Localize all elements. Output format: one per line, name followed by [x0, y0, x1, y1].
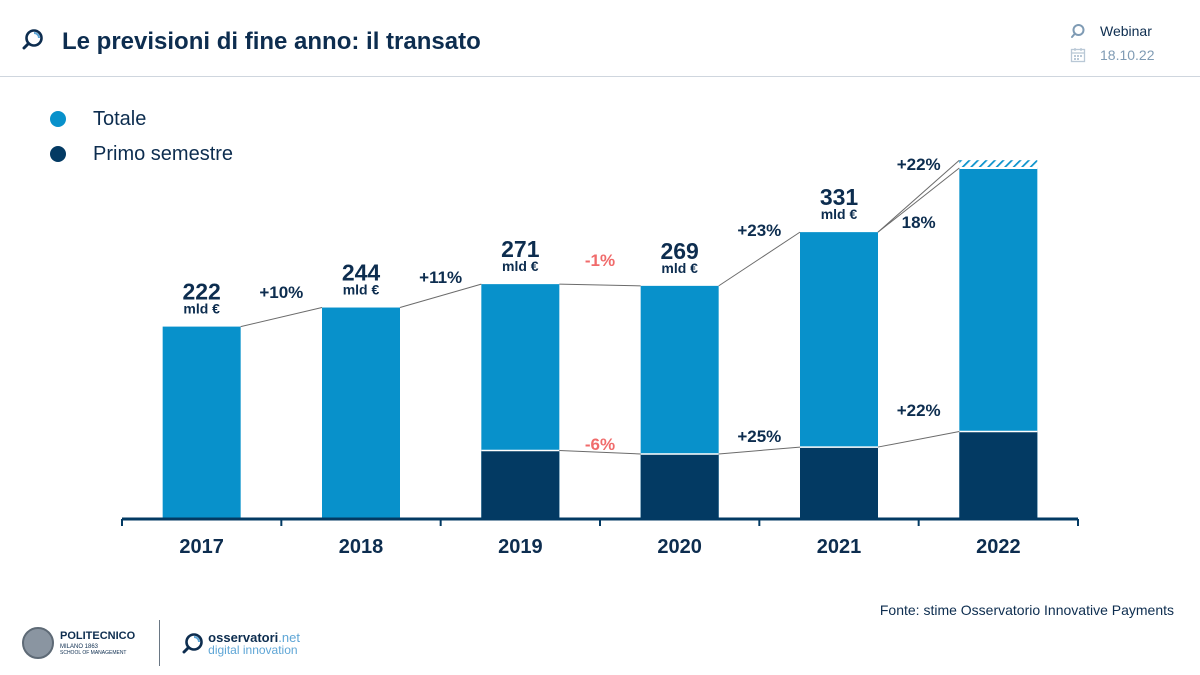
- footer-logos: POLITECNICO MILANO 1863 SCHOOL OF MANAGE…: [22, 618, 300, 668]
- growth-totale-2020: -1%: [585, 251, 615, 270]
- unit-label-2021: mld €: [821, 206, 858, 222]
- calendar-icon: [1070, 48, 1086, 63]
- growth-totale-2021: +23%: [737, 221, 781, 240]
- politecnico-name: POLITECNICO: [60, 629, 136, 642]
- growth-forecast-2022: +22%: [897, 155, 941, 174]
- x-tick-label-2021: 2021: [817, 536, 862, 558]
- growth-primo-semestre-2020: -6%: [585, 435, 615, 454]
- value-label-2020: 269: [660, 238, 698, 264]
- value-label-2019: 271: [501, 236, 540, 262]
- header: Le previsioni di fine anno: il transato …: [0, 0, 1200, 77]
- x-tick-label-2022: 2022: [976, 536, 1021, 558]
- connector-forecast: [877, 159, 960, 233]
- osservatori-logo-icon: [182, 633, 203, 654]
- x-tick-label-2020: 2020: [657, 536, 702, 558]
- unit-label-2020: mld €: [661, 260, 698, 276]
- bar-totale-2018: [322, 307, 400, 519]
- unit-label-2018: mld €: [343, 282, 380, 298]
- bar-totale-2017: [162, 326, 241, 519]
- value-label-2018: 244: [342, 260, 381, 286]
- legend-swatch-totale: [50, 111, 66, 127]
- osservatori-name: osservatori: [208, 629, 279, 645]
- x-tick-label-2019: 2019: [498, 536, 543, 558]
- connector-totale-2019: [559, 283, 641, 287]
- bar-primo-semestre-2019: [481, 450, 560, 519]
- legend-label-primo-semestre: Primo semestre: [93, 142, 234, 165]
- connector-totale-2020: [718, 231, 801, 287]
- page-title: Le previsioni di fine anno: il transato: [62, 28, 481, 55]
- webinar-date: 18.10.22: [1100, 47, 1155, 63]
- growth-primo-semestre-2022: +22%: [897, 401, 941, 420]
- connector-primo-semestre-2019: [559, 450, 641, 455]
- legend-item-totale: Totale: [50, 106, 233, 132]
- connector-primo-semestre-2020: [718, 446, 801, 455]
- webinar-icon: [1071, 24, 1085, 38]
- legend-swatch-primo-semestre: [50, 146, 66, 162]
- osservatori-subtitle: digital innovation: [208, 642, 298, 657]
- politecnico-seal-icon: [22, 627, 54, 659]
- unit-label-2017: mld €: [183, 301, 220, 317]
- growth-totale-2019: +11%: [419, 268, 462, 287]
- bar-primo-semestre-2022: [959, 431, 1038, 519]
- magnifier-logo-icon: [22, 29, 43, 50]
- unit-label-2019: mld €: [502, 258, 539, 274]
- bar-forecast-hatch-2022: [959, 160, 1038, 168]
- growth-primo-semestre-2021: +25%: [737, 427, 781, 446]
- legend-label-totale: Totale: [93, 107, 147, 130]
- growth-totale-2018: +10%: [259, 283, 303, 302]
- x-tick-label-2018: 2018: [339, 536, 384, 558]
- source-note: Fonte: stime Osservatorio Innovative Pay…: [879, 602, 1174, 618]
- bar-primo-semestre-2020: [640, 454, 719, 519]
- connector-totale-2018: [399, 283, 482, 309]
- politecnico-school: SCHOOL OF MANAGEMENT: [60, 649, 127, 656]
- value-label-2017: 222: [182, 279, 220, 305]
- logo-divider: [159, 620, 161, 666]
- legend-item-primo-semestre: Primo semestre: [50, 141, 233, 167]
- connector-primo-semestre-2021: [877, 430, 960, 448]
- value-label-2021: 331: [820, 184, 859, 210]
- connector-totale-2021: [877, 167, 960, 233]
- osservatori-tld: .net: [278, 629, 300, 645]
- connector-totale-2017: [240, 307, 323, 328]
- x-tick-label-2017: 2017: [179, 536, 224, 558]
- webinar-meta: Webinar 18.10.22: [1070, 20, 1155, 66]
- webinar-label: Webinar: [1100, 23, 1152, 39]
- osservatori-logo: osservatori.net digital innovation: [208, 631, 300, 656]
- politecnico-city: MILANO 1863: [60, 643, 99, 650]
- politecnico-logo: POLITECNICO MILANO 1863 SCHOOL OF MANAGE…: [60, 629, 136, 656]
- growth-totale-2022: 18%: [902, 213, 936, 232]
- bar-primo-semestre-2021: [800, 447, 878, 519]
- chart-legend: Totale Primo semestre: [50, 106, 233, 176]
